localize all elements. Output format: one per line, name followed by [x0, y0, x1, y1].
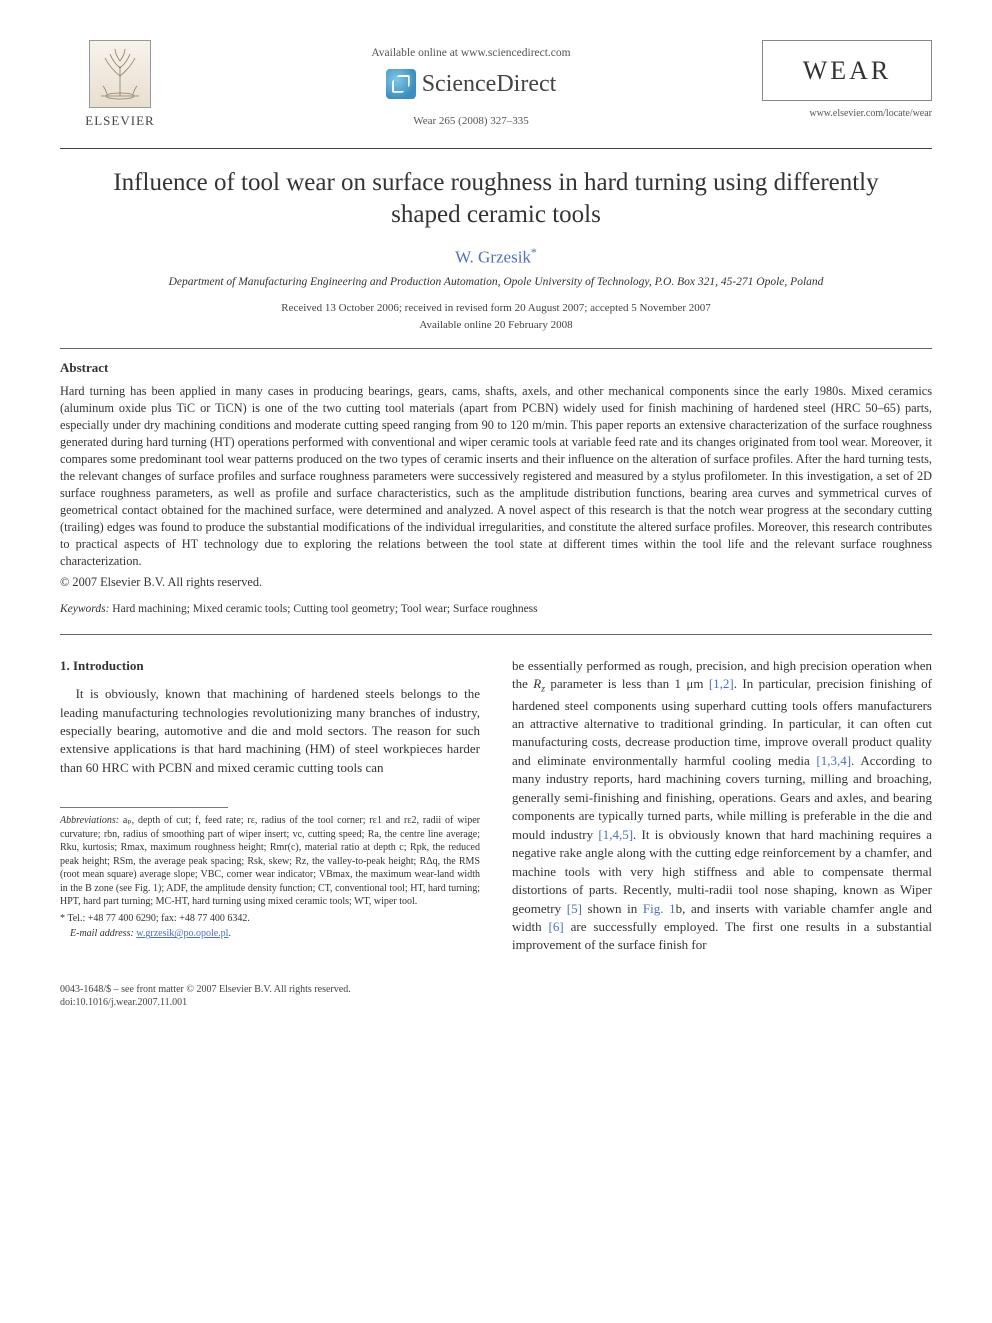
author-line: W. Grzesik* — [60, 244, 932, 270]
keywords-row: Keywords: Hard machining; Mixed ceramic … — [60, 602, 932, 618]
cite-6[interactable]: [6] — [549, 919, 564, 934]
publisher-block: ELSEVIER — [60, 40, 180, 130]
section-heading-intro: 1. Introduction — [60, 657, 480, 675]
keywords-label: Keywords: — [60, 603, 109, 615]
journal-reference: Wear 265 (2008) 327–335 — [180, 114, 762, 129]
elsevier-tree-icon — [89, 40, 151, 108]
affiliation: Department of Manufacturing Engineering … — [60, 275, 932, 291]
email-label: E-mail address: — [70, 928, 134, 939]
header-center: Available online at www.sciencedirect.co… — [180, 40, 762, 129]
email-link[interactable]: w.grzesik@po.opole.pl — [136, 928, 228, 939]
page-header: ELSEVIER Available online at www.science… — [60, 40, 932, 130]
intro-para-2: be essentially performed as rough, preci… — [512, 657, 932, 955]
rz-symbol: Rz — [533, 676, 545, 691]
t: shown in — [582, 901, 643, 916]
cite-1-2[interactable]: [1,2] — [709, 676, 734, 691]
figref-1[interactable]: Fig. 1 — [643, 901, 676, 916]
availability-text: Available online at www.sciencedirect.co… — [180, 46, 762, 62]
abbrev-label: Abbreviations: — [60, 815, 119, 826]
cite-5[interactable]: [5] — [567, 901, 582, 916]
history-dates-2: Available online 20 February 2008 — [60, 318, 932, 333]
footnote-divider — [60, 807, 228, 808]
body-columns: 1. Introduction It is obviously, known t… — [60, 657, 932, 955]
cite-1-3-4[interactable]: [1,3,4] — [816, 753, 851, 768]
column-left: 1. Introduction It is obviously, known t… — [60, 657, 480, 955]
journal-block: WEAR www.elsevier.com/locate/wear — [762, 40, 932, 121]
keywords-text: Hard machining; Mixed ceramic tools; Cut… — [109, 603, 537, 615]
divider — [60, 634, 932, 635]
doi-line: doi:10.1016/j.wear.2007.11.001 — [60, 996, 932, 1010]
sciencedirect-brand: ScienceDirect — [386, 68, 557, 100]
sciencedirect-text: ScienceDirect — [422, 68, 557, 100]
footnotes-block: Abbreviations: aₚ, depth of cut; f, feed… — [60, 814, 480, 941]
corresponding-marker: * — [531, 245, 537, 259]
abstract-body: Hard turning has been applied in many ca… — [60, 383, 932, 570]
t: parameter is less than 1 μm — [545, 676, 709, 691]
column-right: be essentially performed as rough, preci… — [512, 657, 932, 955]
article-title: Influence of tool wear on surface roughn… — [100, 167, 892, 232]
tel-fax: * Tel.: +48 77 400 6290; fax: +48 77 400… — [60, 912, 480, 926]
intro-para-1: It is obviously, known that machining of… — [60, 685, 480, 777]
journal-logo: WEAR — [762, 40, 932, 101]
copyright-line: © 2007 Elsevier B.V. All rights reserved… — [60, 574, 932, 591]
cite-1-4-5[interactable]: [1,4,5] — [598, 827, 633, 842]
abbrev-text: aₚ, depth of cut; f, feed rate; rε, radi… — [60, 815, 480, 907]
divider — [60, 148, 932, 149]
abstract-heading: Abstract — [60, 359, 932, 377]
history-dates-1: Received 13 October 2006; received in re… — [60, 301, 932, 316]
journal-url[interactable]: www.elsevier.com/locate/wear — [762, 107, 932, 121]
t: are successfully employed. The first one… — [512, 919, 932, 952]
publisher-name: ELSEVIER — [85, 112, 154, 130]
divider — [60, 348, 932, 349]
abbreviations: Abbreviations: aₚ, depth of cut; f, feed… — [60, 814, 480, 909]
front-matter-line: 0043-1648/$ – see front matter © 2007 El… — [60, 983, 932, 997]
email-suffix: . — [228, 928, 231, 939]
page-footer: 0043-1648/$ – see front matter © 2007 El… — [60, 983, 932, 1010]
author-name[interactable]: W. Grzesik — [455, 247, 531, 266]
sciencedirect-icon — [386, 69, 416, 99]
abstract-text: Hard turning has been applied in many ca… — [60, 384, 932, 568]
email-row: E-mail address: w.grzesik@po.opole.pl. — [60, 927, 480, 941]
